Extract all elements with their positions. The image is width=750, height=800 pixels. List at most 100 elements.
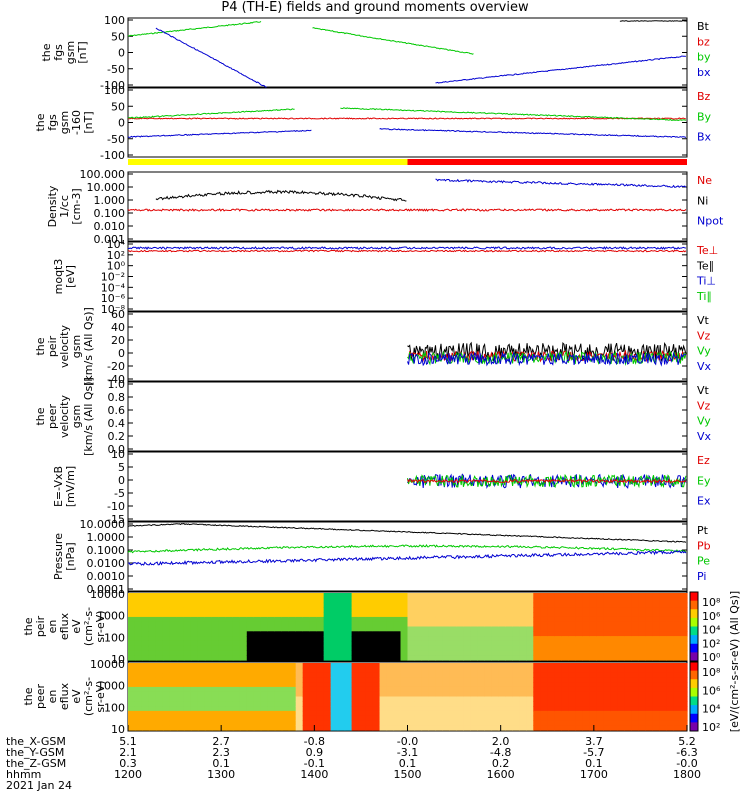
spectrogram-cell <box>288 650 297 656</box>
spectrogram-cell <box>680 663 688 669</box>
spectrogram-cell <box>428 645 437 652</box>
spectrogram-cell <box>358 640 367 647</box>
spectrogram-cell <box>393 645 402 652</box>
spectrogram-cell <box>533 616 541 623</box>
spectrogram-cell <box>239 691 248 698</box>
spectrogram-cell <box>505 655 513 661</box>
spectrogram-cell <box>428 612 437 618</box>
spectrogram-cell <box>428 636 437 642</box>
spectrogram-cell <box>288 710 297 717</box>
spectrogram-cell <box>232 715 241 722</box>
spectrogram-cell <box>470 725 478 731</box>
y-tick-label: 1.0 <box>108 378 126 391</box>
spectrogram-cell <box>603 602 611 608</box>
spectrogram-cell <box>498 686 506 693</box>
spectrogram-cell <box>204 686 213 693</box>
y-axis-label: velocity <box>58 395 71 438</box>
spectrogram-cell <box>365 706 374 712</box>
spectrogram-cell <box>568 616 576 623</box>
spectrogram-cell <box>442 621 451 628</box>
spectrogram-cell <box>162 696 171 702</box>
spectrogram-cell <box>225 686 234 693</box>
spectrogram-cell <box>680 710 688 717</box>
legend-vx: Vx <box>697 360 712 373</box>
spectrogram-cell <box>337 650 346 656</box>
spectrogram-cell <box>162 677 171 683</box>
spectrogram-cell <box>638 650 646 656</box>
spectrogram-cell <box>477 593 485 599</box>
spectrogram-cell <box>456 663 464 669</box>
spectrogram-cell <box>211 686 220 693</box>
spectrogram-cell <box>540 607 548 613</box>
spectrogram-cell <box>603 612 611 618</box>
y-axis-label: (cm²-s- <box>82 607 95 646</box>
spectrogram-cell <box>295 672 304 678</box>
spectrogram-cell <box>190 626 199 632</box>
spectrogram-cell <box>141 696 150 702</box>
spectrogram-cell <box>400 725 409 731</box>
spectrogram-cell <box>197 672 206 678</box>
y-axis-label: the <box>34 113 47 131</box>
spectrogram-cell <box>617 677 625 683</box>
spectrogram-cell <box>190 621 199 628</box>
spectrogram-cell <box>666 701 674 707</box>
spectrogram-cell <box>393 710 402 717</box>
spectrogram-cell <box>288 715 297 722</box>
spectrogram-cell <box>575 626 583 632</box>
y-axis-label: sr-eV) <box>94 610 107 642</box>
spectrogram-cell <box>386 677 395 683</box>
spectrogram-cell <box>400 667 409 674</box>
spectrogram-cell <box>456 602 464 608</box>
spectrogram-cell <box>673 706 681 712</box>
spectrogram-cell <box>526 640 534 647</box>
spectrogram-cell <box>218 655 227 661</box>
spectrogram-cell <box>407 626 416 632</box>
spectrogram-cell <box>253 593 262 599</box>
spectrogram-cell <box>561 710 569 717</box>
spectrogram-cell <box>344 696 353 702</box>
spectrogram-cell <box>267 686 276 693</box>
spectrogram-cell <box>351 597 360 604</box>
spectrogram-cell <box>666 672 674 678</box>
spectrogram-cell <box>211 691 220 698</box>
y-tick-label: 0 <box>118 117 125 130</box>
spectrogram-cell <box>169 616 178 623</box>
spectrogram-cell <box>337 691 346 698</box>
spectrogram-cell <box>330 621 339 628</box>
spectrogram-cell <box>316 631 325 637</box>
spectrogram-cell <box>365 720 374 726</box>
spectrogram-cell <box>554 645 562 652</box>
spectrogram-cell <box>421 682 430 688</box>
spectrogram-cell <box>169 636 178 642</box>
spectrogram-cell <box>442 612 451 618</box>
spectrogram-cell <box>274 667 283 674</box>
spectrogram-cell <box>211 710 220 717</box>
spectrogram-cell <box>351 691 360 698</box>
spectrogram-cell <box>134 696 143 702</box>
spectrogram-cell <box>253 691 262 698</box>
spectrogram-cell <box>225 706 234 712</box>
spectrogram-cell <box>477 612 485 618</box>
spectrogram-cell <box>162 626 171 632</box>
spectrogram-cell <box>302 706 311 712</box>
y-tick-label: 10⁻⁸ <box>101 303 126 316</box>
spectrogram-cell <box>400 686 409 693</box>
spectrogram-cell <box>386 663 395 669</box>
spectrogram-cell <box>344 667 353 674</box>
spectrogram-cell <box>218 616 227 623</box>
spectrogram-cell <box>267 616 276 623</box>
spectrogram-cell <box>547 655 555 661</box>
x-row-label: the_Y-GSM <box>6 746 64 759</box>
spectrogram-cell <box>183 701 192 707</box>
spectrogram-cell <box>400 626 409 632</box>
spectrogram-cell <box>176 626 185 632</box>
spectrogram-cell <box>323 616 332 623</box>
spectrogram-cell <box>141 686 150 693</box>
spectrogram-cell <box>442 645 451 652</box>
spectrogram-cell <box>610 715 618 722</box>
spectrogram-cell <box>260 650 269 656</box>
spectrogram-cell <box>603 706 611 712</box>
spectrogram-cell <box>435 677 444 683</box>
spectrogram-cell <box>491 667 499 674</box>
spectrogram-cell <box>512 710 520 717</box>
